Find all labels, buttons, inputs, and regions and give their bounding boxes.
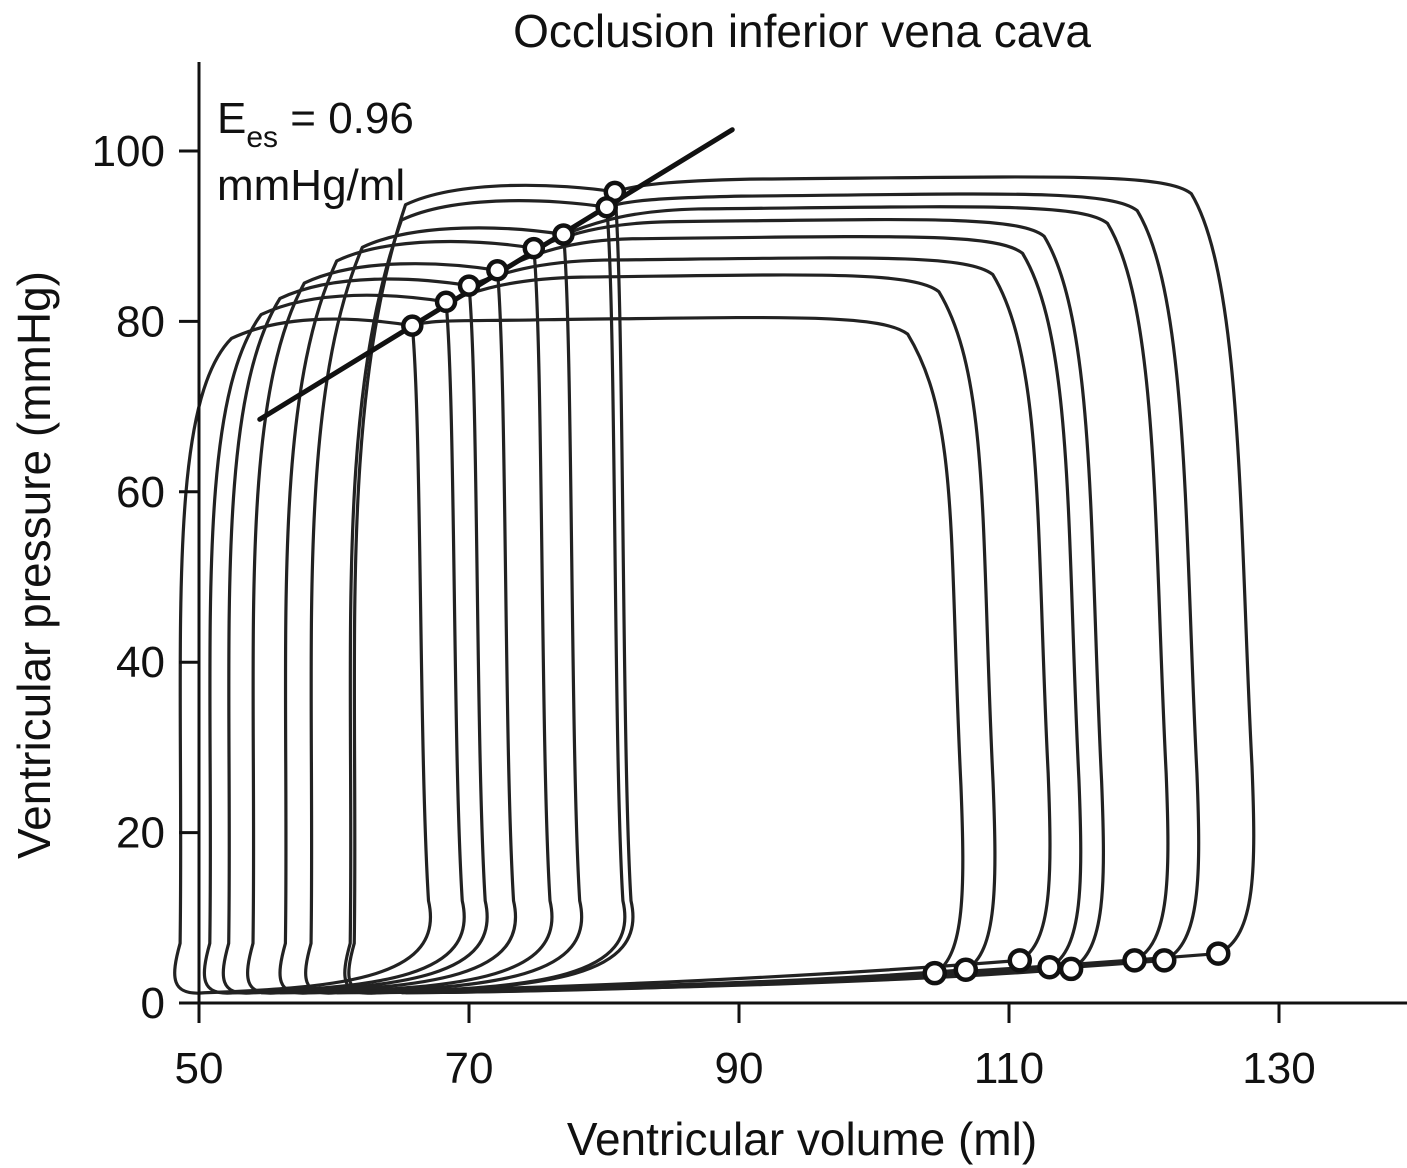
pv-loop-line — [173, 315, 965, 995]
plot-area — [173, 127, 1256, 995]
x-tick-label: 110 — [974, 1044, 1044, 1093]
end-diastolic-point — [1206, 941, 1231, 966]
ees-unit: mmHg/ml — [217, 161, 405, 210]
elastance-annotation: Ees = 0.96 mmHg/ml — [217, 94, 414, 210]
y-tick-label: 100 — [92, 127, 165, 176]
end-diastolic-point — [1058, 956, 1084, 982]
y-axis-label: Ventricular pressure (mmHg) — [8, 271, 60, 859]
end-systolic-point — [522, 236, 546, 260]
end-diastolic-point — [1152, 948, 1177, 973]
ees-symbol: E — [217, 94, 246, 143]
ees-subscript: es — [246, 121, 278, 154]
chart-title: Occlusion inferior vena cava — [513, 5, 1091, 57]
x-tick-label: 70 — [445, 1044, 494, 1093]
end-systolic-point — [434, 290, 458, 314]
x-tick-label: 50 — [175, 1044, 224, 1093]
pv-loop-line — [278, 217, 1106, 995]
y-tick-label: 40 — [116, 638, 165, 687]
end-systolic-point — [552, 223, 575, 246]
ees-value: = 0.96 — [278, 94, 414, 143]
end-systolic-point — [486, 259, 509, 282]
end-systolic-point — [401, 314, 424, 337]
x-tick-label: 90 — [715, 1044, 764, 1093]
y-tick-label: 60 — [116, 468, 165, 517]
end-diastolic-point — [922, 960, 947, 986]
end-diastolic-point — [1037, 954, 1062, 980]
end-systolic-point — [457, 274, 481, 297]
ees-label: Ees = 0.96 — [217, 94, 414, 154]
y-tick-label: 20 — [116, 809, 165, 858]
end-systolic-point — [595, 195, 618, 219]
end-diastolic-point — [1007, 948, 1033, 973]
y-tick-label: 80 — [116, 297, 165, 346]
x-tick-label: 130 — [1242, 1044, 1315, 1093]
end-diastolic-point — [953, 957, 979, 983]
pv-loop-line — [304, 205, 1170, 995]
y-tick-label: 0 — [141, 979, 165, 1028]
axis-ticks: 50 70 90 110 130 0 20 40 60 80 100 — [92, 127, 1316, 1093]
end-diastolic-point — [1122, 948, 1147, 973]
x-axis-label: Ventricular volume (ml) — [567, 1113, 1037, 1165]
